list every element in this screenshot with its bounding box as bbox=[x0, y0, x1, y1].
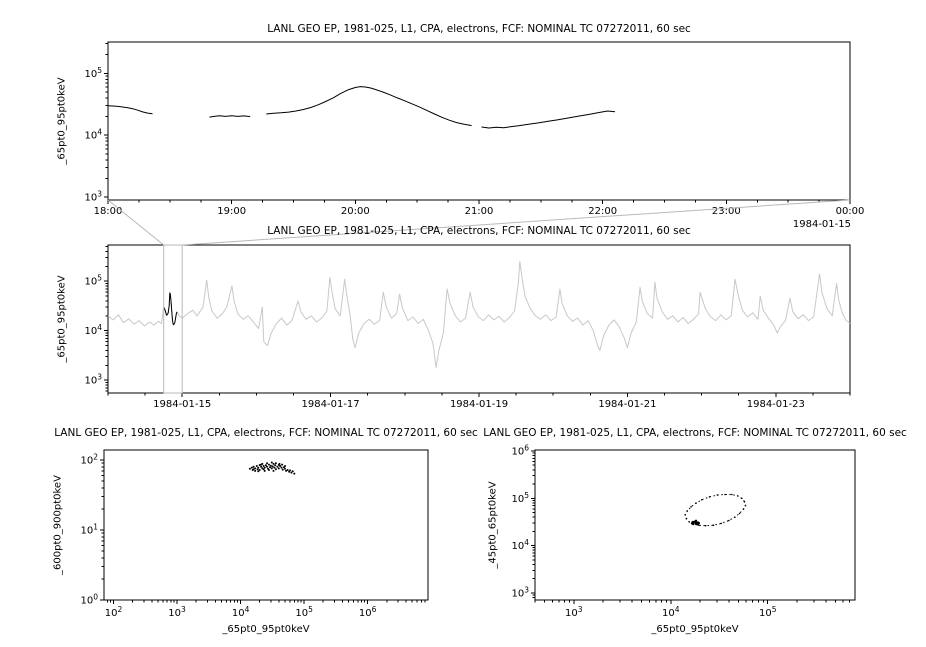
svg-text:103: 103 bbox=[511, 585, 529, 599]
panel-p4[interactable]: 103 104 105 103 104 105 106 bbox=[511, 443, 856, 619]
svg-text:102: 102 bbox=[105, 605, 123, 619]
panel2-y-axis-label: _65pt0_95pt0keV bbox=[56, 275, 68, 363]
svg-text:103: 103 bbox=[565, 605, 583, 619]
panel4-title: LANL GEO EP, 1981-025, L1, CPA, electron… bbox=[483, 427, 907, 439]
panel-p3[interactable]: 102 103 104 105 106 100 101 102 bbox=[80, 449, 429, 619]
svg-text:102: 102 bbox=[80, 453, 98, 467]
svg-text:1984-01-15: 1984-01-15 bbox=[153, 399, 211, 410]
svg-text:1984-01-21: 1984-01-21 bbox=[598, 399, 656, 410]
svg-text:101: 101 bbox=[80, 523, 98, 537]
panel2-title: LANL GEO EP, 1981-025, L1, CPA, electron… bbox=[267, 225, 691, 237]
time-series-line bbox=[209, 115, 251, 118]
panel3-y-axis-label: _600pt0_900pt0keV bbox=[52, 475, 64, 575]
svg-text:104: 104 bbox=[84, 323, 102, 337]
svg-text:23:00: 23:00 bbox=[712, 206, 741, 217]
svg-text:100: 100 bbox=[80, 593, 98, 607]
time-series-line bbox=[266, 86, 472, 127]
svg-text:20:00: 20:00 bbox=[341, 206, 370, 217]
svg-text:1984-01-23: 1984-01-23 bbox=[747, 399, 805, 410]
svg-text:19:00: 19:00 bbox=[217, 206, 246, 217]
panel3-title: LANL GEO EP, 1981-025, L1, CPA, electron… bbox=[54, 427, 478, 439]
svg-text:104: 104 bbox=[84, 128, 102, 142]
svg-text:106: 106 bbox=[511, 443, 529, 457]
svg-text:104: 104 bbox=[232, 605, 250, 619]
svg-text:103: 103 bbox=[84, 190, 102, 204]
time-series-line bbox=[481, 110, 616, 129]
panel-p1[interactable]: 18:00 19:00 20:00 21:00 22:00 23:00 00:00 103 10… bbox=[84, 41, 865, 217]
panel1-y-axis-label: _65pt0_95pt0keV bbox=[56, 77, 68, 165]
svg-text:105: 105 bbox=[759, 605, 777, 619]
panel1-date-label: 1984-01-15 bbox=[792, 219, 851, 230]
panel3-x-axis-label: _65pt0_95pt0keV bbox=[222, 624, 310, 635]
svg-text:105: 105 bbox=[295, 605, 313, 619]
svg-text:104: 104 bbox=[511, 538, 529, 552]
highlighted-interval-line bbox=[163, 292, 178, 326]
panel4-y-axis-label: _45pt0_65pt0keV bbox=[487, 481, 499, 569]
overview-series-line bbox=[107, 261, 851, 368]
svg-text:104: 104 bbox=[662, 605, 680, 619]
svg-text:22:00: 22:00 bbox=[588, 206, 617, 217]
svg-text:105: 105 bbox=[511, 491, 529, 505]
context-overlay bbox=[107, 199, 851, 394]
time-series-line bbox=[107, 105, 153, 115]
svg-text:103: 103 bbox=[84, 373, 102, 387]
svg-text:106: 106 bbox=[359, 605, 377, 619]
svg-text:105: 105 bbox=[84, 274, 102, 288]
panel-p2[interactable]: 1984-01-15 1984-01-17 1984-01-19 1984-01-21… bbox=[84, 244, 851, 410]
panel1-title: LANL GEO EP, 1981-025, L1, CPA, electron… bbox=[267, 23, 691, 35]
svg-text:18:00: 18:00 bbox=[94, 206, 123, 217]
svg-text:1984-01-19: 1984-01-19 bbox=[450, 399, 508, 410]
panel4-x-axis-label: _65pt0_95pt0keV bbox=[651, 624, 739, 635]
svg-text:103: 103 bbox=[168, 605, 186, 619]
svg-text:00:00: 00:00 bbox=[836, 206, 865, 217]
svg-text:1984-01-17: 1984-01-17 bbox=[302, 399, 360, 410]
svg-text:105: 105 bbox=[84, 66, 102, 80]
svg-text:21:00: 21:00 bbox=[465, 206, 494, 217]
